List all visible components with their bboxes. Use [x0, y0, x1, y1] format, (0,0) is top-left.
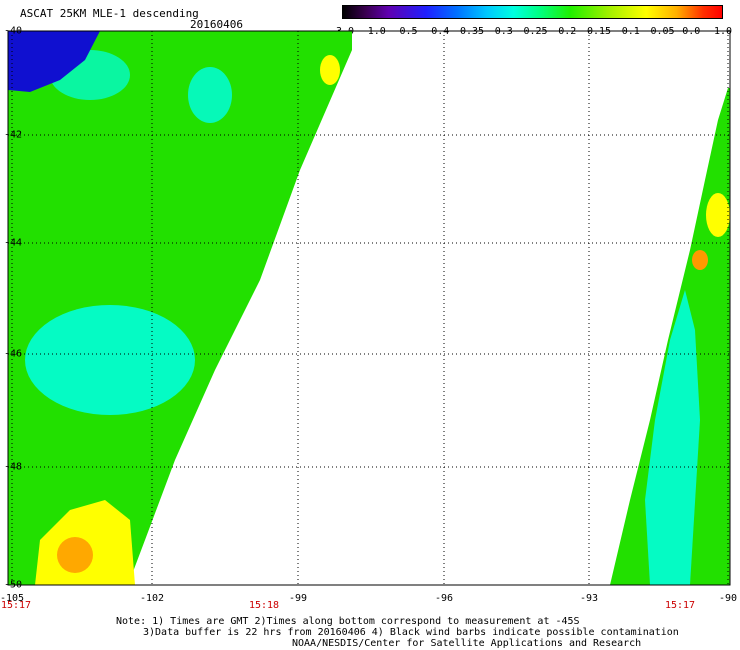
lon-label: -93	[579, 593, 599, 604]
orange-edge	[692, 250, 708, 270]
lon-label: -99	[288, 593, 308, 604]
blue-region	[8, 31, 100, 92]
time-label: 15:17	[0, 600, 32, 611]
time-label: 15:18	[248, 600, 280, 611]
cyan-region	[188, 67, 232, 123]
lat-label: -42	[4, 129, 23, 141]
lat-label: -48	[4, 461, 23, 473]
cyan-region	[25, 305, 195, 415]
lat-label: -44	[4, 237, 23, 249]
yellow-edge	[706, 193, 730, 237]
lon-label: -90	[718, 593, 738, 604]
note-line-2: 3)Data buffer is 22 hrs from 20160406 4)…	[143, 627, 679, 638]
lon-label: -102	[139, 593, 165, 604]
yellow-edge	[320, 55, 340, 85]
lat-label: -50	[4, 579, 23, 591]
map-title: ASCAT 25KM MLE-1 descending	[20, 7, 199, 20]
colorbar	[342, 5, 723, 19]
orange-region	[57, 537, 93, 573]
lon-label: -96	[434, 593, 454, 604]
right-swath	[610, 88, 730, 585]
map-frame	[7, 30, 731, 586]
note-line-1: Note: 1) Times are GMT 2)Times along bot…	[116, 616, 580, 627]
lon-label: -105	[0, 593, 25, 604]
left-swath	[8, 31, 352, 585]
note-line-3: NOAA/NESDIS/Center for Satellite Applica…	[292, 638, 642, 649]
map-date: 20160406	[190, 18, 243, 31]
cyan-region	[645, 290, 700, 585]
time-label: 15:17	[664, 600, 696, 611]
lat-label: -40	[4, 25, 23, 37]
lat-label: -46	[4, 348, 23, 360]
